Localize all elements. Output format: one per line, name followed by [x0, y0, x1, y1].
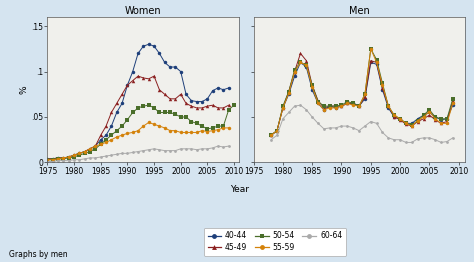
Y-axis label: %: % [19, 85, 28, 94]
Legend: 40-44, 45-49, 50-54, 55-59, 60-64: 40-44, 45-49, 50-54, 55-59, 60-64 [204, 228, 346, 255]
Title: Women: Women [125, 6, 162, 16]
Text: Graphs by men: Graphs by men [9, 250, 68, 259]
Text: Year: Year [230, 185, 249, 194]
Title: Men: Men [349, 6, 369, 16]
